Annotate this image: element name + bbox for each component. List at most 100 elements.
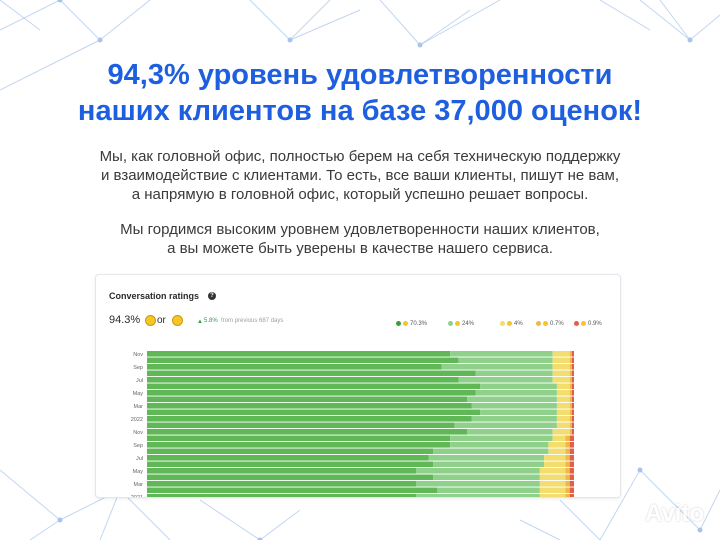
network-node	[257, 537, 263, 540]
smile-face-icon	[145, 315, 156, 326]
network-line	[119, 489, 171, 540]
bar-segment	[416, 468, 540, 474]
legend-label: 24%	[462, 321, 475, 327]
y-tick-label: Mar	[134, 404, 144, 410]
network-line	[0, 0, 41, 31]
legend-dot-icon	[536, 320, 541, 326]
network-line	[29, 519, 61, 540]
network-line	[699, 489, 720, 531]
bar-segment	[544, 461, 566, 468]
bar-segment	[569, 416, 572, 422]
bar-segment	[571, 390, 574, 396]
bar-segment	[471, 416, 557, 422]
bar-segment	[475, 390, 557, 396]
bar-segment	[147, 357, 459, 364]
bar-segment	[552, 364, 570, 370]
network-node	[57, 0, 63, 3]
bar-segment	[569, 422, 572, 429]
bar-segment	[480, 409, 557, 416]
bar-segment	[147, 409, 481, 416]
network-line	[99, 0, 151, 41]
delta-suffix: from previous 687 days	[221, 318, 284, 324]
y-tick-label: 2022	[131, 417, 143, 423]
legend-item: 24%	[448, 319, 474, 329]
paragraph-pride: Мы гордимся высоким уровнем удовлетворен…	[0, 220, 720, 258]
bar-segment	[544, 455, 566, 461]
y-tick-label: Nov	[133, 352, 143, 358]
legend-label: 70.3%	[410, 321, 428, 327]
bar-segment	[147, 416, 472, 422]
y-tick-label: 2021	[131, 495, 143, 497]
bar-segment	[147, 448, 434, 455]
bar-segment	[569, 442, 574, 448]
bar-segment	[569, 461, 574, 468]
network-line	[0, 469, 61, 521]
rating-face-icon	[455, 320, 460, 326]
bar-segment	[569, 370, 572, 377]
bar-segment	[571, 403, 574, 409]
ratings-card: Conversation ratings ? 94.3% or ▲ 5.8% f…	[95, 274, 621, 498]
chart-legend: 70.3% 24% 4% 0.7% 0.9%	[396, 319, 614, 329]
or-label: or	[157, 315, 166, 326]
legend-item: 4%	[500, 319, 523, 329]
legend-dot-icon	[448, 320, 453, 326]
card-title: Conversation ratings	[109, 291, 200, 301]
network-node	[687, 37, 693, 43]
rating-face-icon	[507, 320, 512, 326]
delta-value: 5.8%	[204, 318, 218, 324]
bar-segment	[569, 435, 574, 442]
bar-segment	[416, 481, 540, 487]
help-icon[interactable]: ?	[208, 292, 216, 300]
network-line	[289, 0, 331, 41]
network-line	[689, 14, 720, 41]
bar-segment	[571, 422, 574, 429]
network-line	[199, 499, 261, 540]
paragraph-line: а напрямую в головной офис, который успе…	[131, 186, 589, 203]
bar-segment	[571, 429, 574, 435]
bar-segment	[548, 442, 566, 448]
bar-segment	[539, 481, 566, 487]
bar-segment	[565, 481, 570, 487]
bar-segment	[569, 409, 572, 416]
bar-segment	[556, 396, 570, 403]
bar-segment	[147, 455, 429, 461]
network-line	[99, 489, 121, 540]
bar-segment	[433, 448, 549, 455]
bar-segment	[571, 409, 574, 416]
headline-line-2: наших клиентов на базе 37,000 оценок!	[77, 95, 643, 127]
bar-segment	[565, 442, 570, 448]
paragraph-line: и взаимодействие с клиентами. То есть, в…	[100, 167, 620, 184]
network-line	[59, 0, 101, 41]
bar-segment	[147, 422, 455, 429]
bar-segment	[147, 474, 434, 481]
bar-segment	[147, 435, 451, 442]
bar-segment	[571, 377, 574, 383]
network-line	[599, 0, 651, 31]
bar-segment	[552, 429, 570, 435]
bar-segment	[565, 461, 570, 468]
bar-segment	[569, 455, 574, 461]
network-node	[97, 37, 103, 43]
bar-segment	[548, 448, 566, 455]
bar-segment	[450, 351, 553, 357]
bar-segment	[433, 474, 540, 481]
bar-segment	[569, 390, 572, 396]
network-line	[599, 469, 641, 540]
network-node	[57, 517, 63, 523]
bar-segment	[571, 364, 574, 370]
bar-segment	[556, 383, 570, 390]
network-line	[519, 519, 561, 540]
legend-item: 70.3%	[396, 319, 427, 329]
bar-segment	[454, 422, 557, 429]
bar-segment	[571, 351, 574, 357]
bar-segment	[569, 474, 574, 481]
bar-segment	[565, 487, 570, 494]
network-line	[659, 0, 691, 41]
network-line	[0, 0, 61, 31]
bar-segment	[556, 422, 570, 429]
network-line	[289, 9, 361, 41]
bar-segment	[475, 370, 553, 377]
network-node	[287, 37, 293, 43]
bar-segment	[556, 403, 570, 409]
legend-item: 0.7%	[536, 319, 564, 329]
